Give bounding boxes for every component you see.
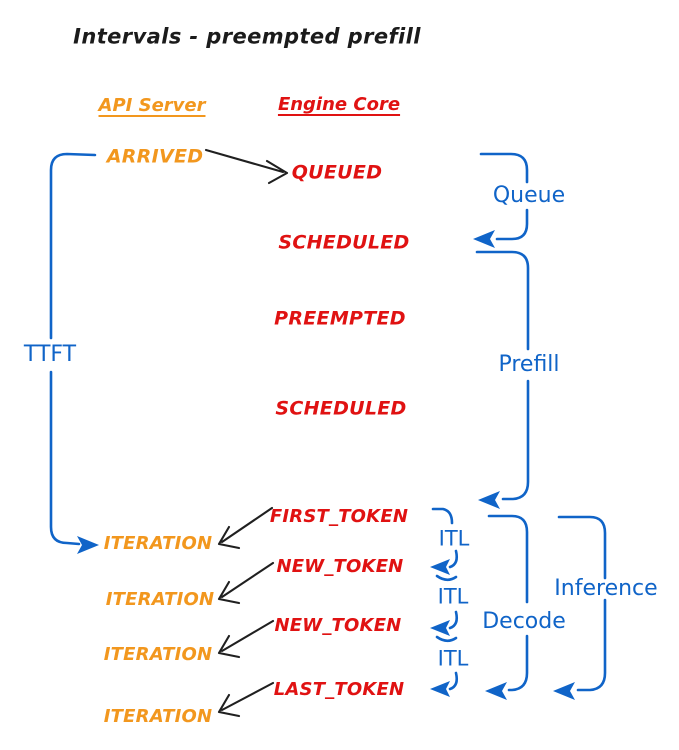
inference-arrowhead-left-icon <box>553 682 575 700</box>
interval-prefill-label: Prefill <box>498 352 560 377</box>
event-iteration-3: ITERATION <box>103 644 213 665</box>
queue-bracket-top-line <box>479 152 529 184</box>
new-token2-to-iteration-arrow <box>217 619 275 659</box>
itl2-arrow-tail <box>448 610 459 630</box>
interval-queue-label: Queue <box>492 183 566 208</box>
itl1-flick-line <box>435 574 458 582</box>
event-scheduled-1: SCHEDULED <box>278 231 410 254</box>
event-first-token: FIRST_TOKEN <box>269 506 409 527</box>
decode-arrowhead-left-icon <box>485 682 507 700</box>
itl3-arrow-tail <box>448 671 459 691</box>
decode-bracket-bottom-line <box>507 634 529 692</box>
event-last-token: LAST_TOKEN <box>273 679 405 700</box>
new-token1-to-iteration-arrow <box>217 561 275 605</box>
event-scheduled-2: SCHEDULED <box>275 397 407 420</box>
event-iteration-1: ITERATION <box>103 533 213 554</box>
api-server-column-header: API Server <box>98 95 206 116</box>
inference-bracket-top-line <box>557 515 607 580</box>
itl3-arrowhead-left-icon <box>430 681 450 697</box>
diagram-title: Intervals - preempted prefill <box>73 24 421 49</box>
itl2-arrowhead-left-icon <box>430 620 450 636</box>
queue-arrowhead-left-icon <box>473 230 495 248</box>
prefill-bracket-top-line <box>475 250 530 351</box>
arrived-to-queued-arrow <box>204 148 289 185</box>
event-queued: QUEUED <box>291 161 383 184</box>
event-preempted: PREEMPTED <box>274 307 406 330</box>
interval-decode-label: Decode <box>482 609 566 634</box>
event-iteration-4: ITERATION <box>103 706 213 727</box>
first-token-to-iteration-arrow <box>217 506 274 550</box>
inference-bracket-bottom-line <box>576 598 607 692</box>
decode-bracket-top-line <box>487 514 529 604</box>
interval-itl-label-3: ITL <box>437 646 469 671</box>
interval-itl-label-1: ITL <box>438 526 470 551</box>
interval-ttft-label: TTFT <box>23 342 77 367</box>
event-new-token-2: NEW_TOKEN <box>274 615 402 636</box>
itl1-arrowhead-left-icon <box>430 559 450 575</box>
itl1-bracket-top-hook <box>431 507 454 525</box>
interval-inference-label: Inference <box>554 576 658 601</box>
interval-itl-label-2: ITL <box>437 584 469 609</box>
event-iteration-2: ITERATION <box>105 589 215 610</box>
prefill-arrowhead-left-icon <box>478 491 500 509</box>
ttft-arrowhead-right-icon <box>77 536 99 554</box>
event-new-token-1: NEW_TOKEN <box>276 556 404 577</box>
prefill-bracket-bottom-line <box>501 379 530 501</box>
engine-core-column-header: Engine Core <box>277 94 401 115</box>
ttft-bracket-bottom-line <box>49 370 81 546</box>
itl2-flick-line <box>435 635 458 643</box>
last-token-to-iteration-arrow <box>217 681 275 718</box>
itl1-arrow-tail <box>448 549 459 569</box>
ttft-bracket-top-line <box>49 152 97 340</box>
queue-bracket-bottom-line <box>495 208 529 241</box>
event-arrived: ARRIVED <box>106 145 204 168</box>
